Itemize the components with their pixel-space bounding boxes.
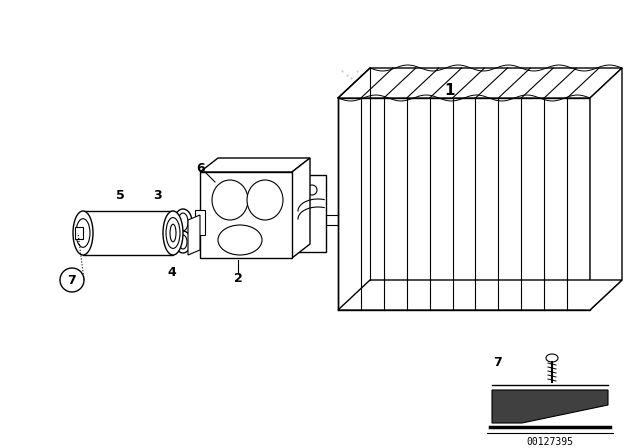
Circle shape — [60, 268, 84, 292]
Polygon shape — [298, 175, 326, 252]
Text: 3: 3 — [153, 189, 161, 202]
Text: 1: 1 — [445, 82, 455, 98]
Polygon shape — [338, 98, 590, 310]
Text: 6: 6 — [196, 161, 205, 175]
Ellipse shape — [76, 219, 90, 247]
Polygon shape — [83, 211, 173, 255]
Polygon shape — [195, 210, 205, 235]
Polygon shape — [200, 158, 310, 172]
Ellipse shape — [218, 225, 262, 255]
Text: 2: 2 — [234, 271, 243, 284]
Polygon shape — [492, 390, 608, 423]
Ellipse shape — [247, 180, 283, 220]
Polygon shape — [75, 227, 83, 239]
Ellipse shape — [212, 180, 248, 220]
Ellipse shape — [178, 213, 188, 231]
Ellipse shape — [73, 211, 93, 255]
Text: 4: 4 — [168, 266, 177, 279]
Polygon shape — [200, 172, 292, 258]
Ellipse shape — [175, 231, 191, 253]
Polygon shape — [338, 280, 622, 310]
Ellipse shape — [166, 218, 180, 248]
Text: 00127395: 00127395 — [527, 437, 573, 447]
Text: 7: 7 — [68, 273, 76, 287]
Text: 7: 7 — [493, 356, 501, 369]
Ellipse shape — [163, 211, 183, 255]
Polygon shape — [590, 68, 622, 310]
Ellipse shape — [170, 224, 176, 242]
Ellipse shape — [546, 354, 558, 362]
Ellipse shape — [174, 209, 192, 235]
Ellipse shape — [179, 235, 187, 249]
Text: 5: 5 — [116, 189, 124, 202]
Polygon shape — [338, 68, 622, 98]
Ellipse shape — [307, 185, 317, 195]
Polygon shape — [188, 215, 200, 255]
Polygon shape — [292, 158, 310, 258]
